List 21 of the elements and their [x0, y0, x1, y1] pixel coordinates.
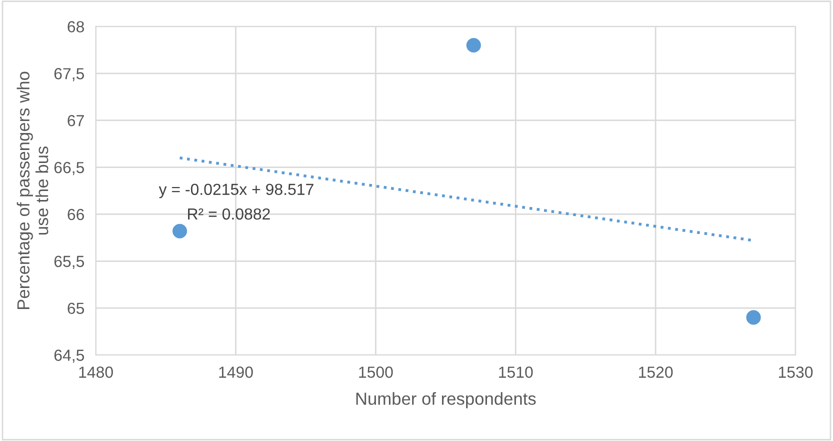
x-tick-label: 1530 [778, 366, 813, 378]
x-axis-title: Number of respondents [356, 392, 536, 408]
annotation: y = -0.0215x + 98.517 [158, 184, 314, 198]
x-tick-label: 1480 [79, 366, 113, 378]
y-tick-label: 68 [68, 21, 84, 32]
y-tick-label: 65,5 [54, 256, 84, 269]
x-tick-label: 1520 [639, 366, 673, 378]
y-tick-label: 64,5 [54, 350, 84, 363]
y-tick-label: 66 [68, 208, 84, 220]
point [466, 38, 481, 53]
y-tick-label: 66,5 [54, 162, 84, 176]
x-tick-label: 1510 [499, 366, 533, 378]
annotation: R² = 0.0882 [188, 208, 270, 220]
x-tick-label: 1490 [219, 366, 253, 378]
y-tick-label: 67,5 [54, 68, 84, 82]
y-tick-label: 65 [68, 302, 84, 314]
point [172, 224, 188, 238]
x-tick-label: 1500 [359, 366, 393, 378]
y-axis-title: Percentage of passengers who use the bus [16, 72, 48, 309]
point [746, 310, 761, 325]
y-tick-label: 67 [68, 114, 84, 126]
